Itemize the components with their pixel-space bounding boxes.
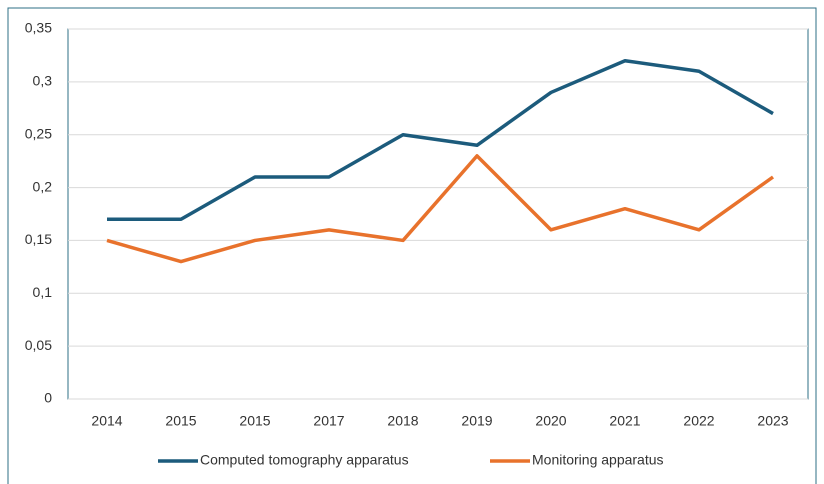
x-tick-label: 2017: [313, 413, 344, 429]
legend-label: Computed tomography apparatus: [200, 452, 409, 468]
line-series: [106, 154, 775, 264]
plot-frame: [67, 28, 809, 400]
y-tick-label: 0,25: [25, 125, 52, 141]
y-tick-label: 0,2: [33, 178, 53, 194]
legend-label: Monitoring apparatus: [532, 452, 664, 468]
x-tick-label: 2019: [461, 413, 492, 429]
chart-frame: [7, 7, 817, 484]
y-tick-label: 0,35: [25, 20, 52, 36]
x-tick-label: 2023: [757, 413, 788, 429]
x-tick-label: 2014: [91, 413, 122, 429]
y-tick-label: 0,15: [25, 231, 52, 247]
x-tick-label: 2015: [239, 413, 270, 429]
x-tick-label: 2018: [387, 413, 418, 429]
y-tick-label: 0,1: [33, 284, 53, 300]
x-tick-label: 2015: [165, 413, 196, 429]
x-tick-label: 2020: [535, 413, 566, 429]
y-tick-label: 0: [44, 390, 52, 406]
y-tick-label: 0,05: [25, 337, 52, 353]
line-series: [107, 58, 774, 222]
y-tick-label: 0,3: [33, 73, 53, 89]
x-tick-label: 2022: [683, 413, 714, 429]
x-tick-label: 2021: [609, 413, 640, 429]
